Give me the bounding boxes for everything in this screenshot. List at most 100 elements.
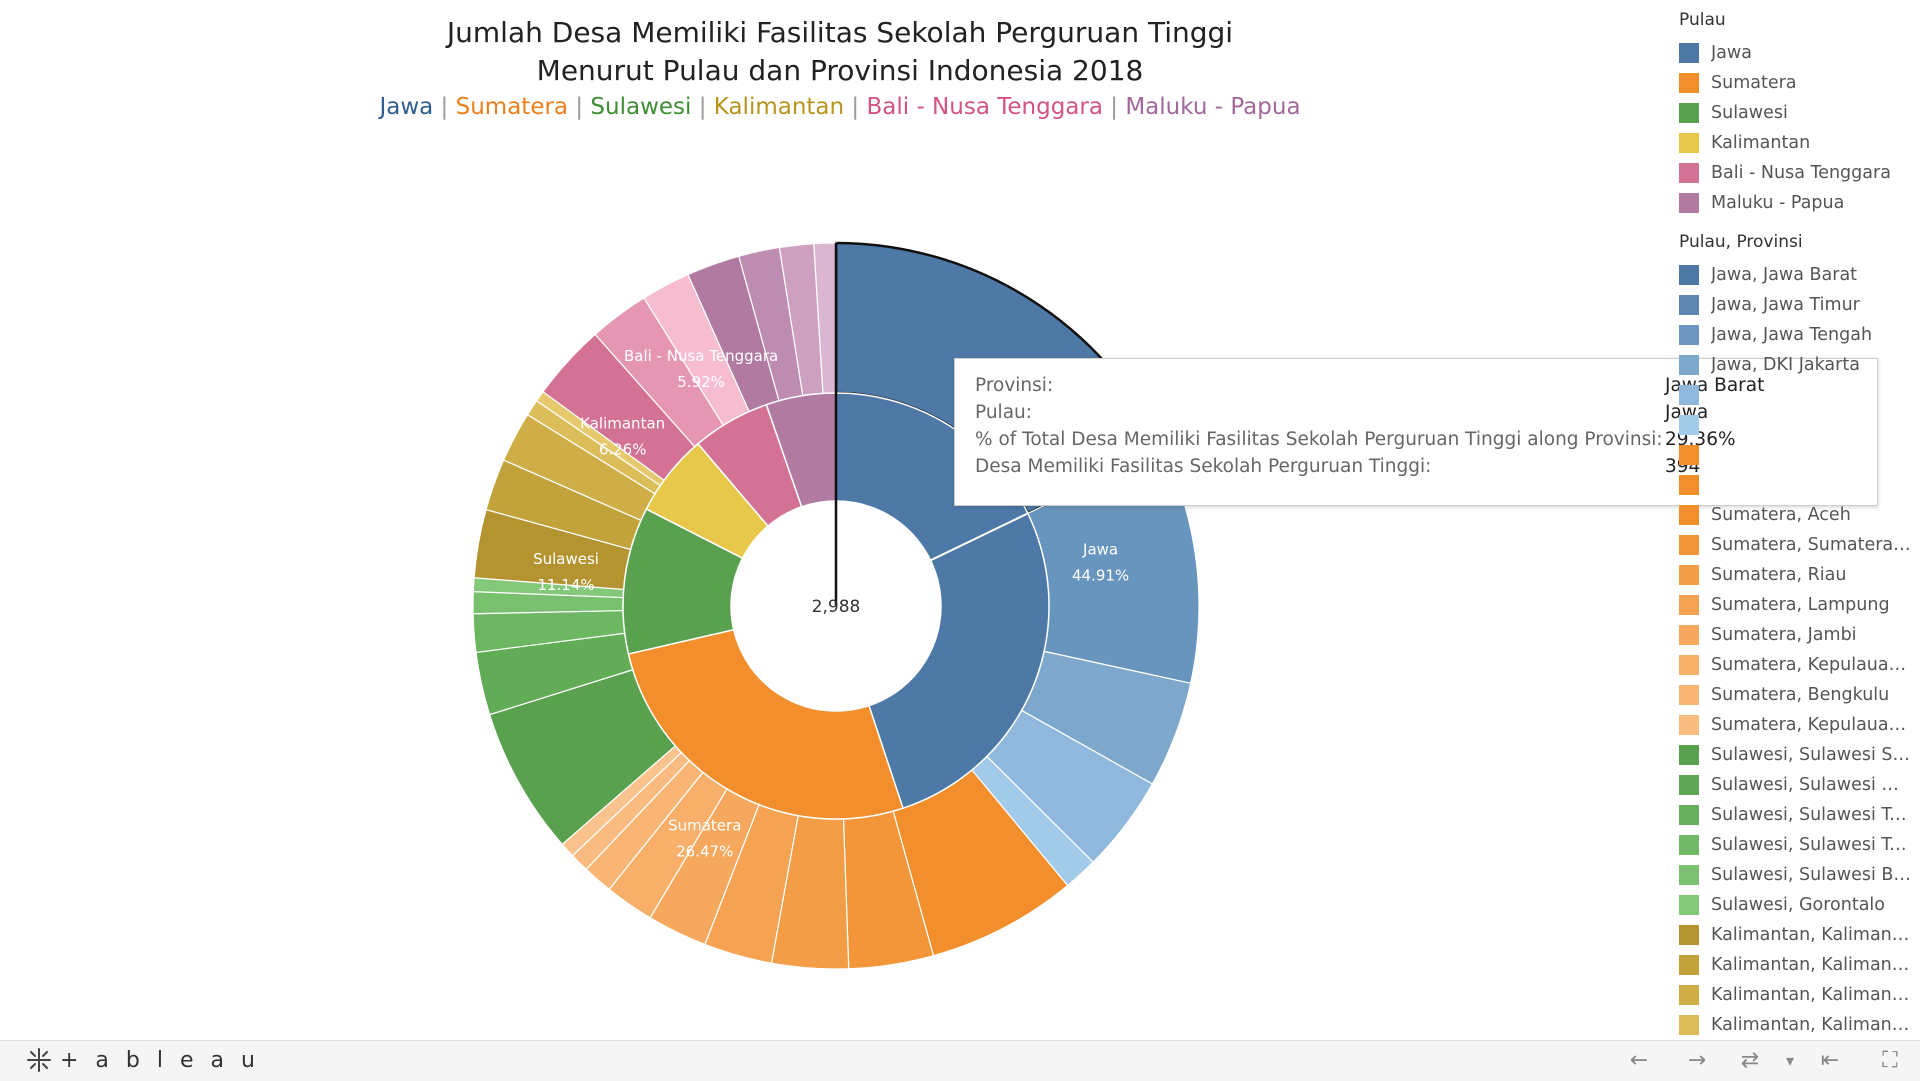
legend-provinsi-item[interactable]: Sumatera, Kepulauan Riau [1670,650,1920,680]
legend-provinsi-item[interactable]: Sumatera, Riau [1670,560,1920,590]
subtitle-separator: | [844,94,867,120]
legend-swatch [1679,895,1699,915]
legend-title-pulau: Pulau [1679,10,1726,30]
undo-icon[interactable]: ← [1629,1048,1649,1073]
legend-provinsi-item[interactable]: Sulawesi, Sulawesi Utara [1670,770,1920,800]
legend-provinsi-item[interactable]: Sumatera, Bengkulu [1670,680,1920,710]
legend-pulau-item[interactable]: Bali - Nusa Tenggara [1670,158,1920,188]
legend-label: Maluku - Papua [1711,193,1845,213]
tableau-logo[interactable]: + a b l e a u [26,1047,260,1073]
subtitle-separator: | [1102,94,1126,120]
legend-provinsi-item[interactable]: Kalimantan, Kalimantan Barat [1670,920,1920,950]
revert-icon[interactable]: ⇄ [1740,1048,1760,1073]
legend-provinsi-item[interactable]: Sumatera, Sumatera Utara [1670,530,1920,560]
legend-provinsi-item[interactable]: Jawa, DKI Jakarta [1670,350,1920,380]
tooltip-row: Pulau: Jawa [975,400,1708,426]
tooltip-key: Pulau: [975,402,1032,423]
fullscreen-icon[interactable]: ⛶ [1882,1048,1898,1073]
tooltip-row: Provinsi: Jawa Barat [975,373,1764,399]
legend-swatch [1679,865,1699,885]
subtitle-separator: | [433,94,456,120]
legend-label: Bali - Nusa Tenggara [1711,163,1891,183]
legend-swatch [1679,265,1699,285]
legend-label: Kalimantan, Kalimantan Barat [1711,925,1911,945]
slice-percent-label: 44.91% [1072,566,1129,584]
legend-provinsi-item[interactable]: Sulawesi, Sulawesi Tenggara [1670,830,1920,860]
legend-pulau-item[interactable]: Sumatera [1670,68,1920,98]
legend-provinsi-item[interactable] [1670,410,1920,440]
slice-percent-label: 5.92% [677,373,725,391]
legend-provinsi-item[interactable]: Sulawesi, Sulawesi Selatan [1670,740,1920,770]
legend-swatch [1679,775,1699,795]
legend-title-provinsi: Pulau, Provinsi [1679,232,1803,252]
legend-provinsi-item[interactable]: Kalimantan, Kalimantan Tengah [1670,1010,1920,1040]
legend-label: Sulawesi, Gorontalo [1711,895,1886,915]
tooltip-row: % of Total Desa Memiliki Fasilitas Sekol… [975,427,1736,453]
legend-label: Jawa, DKI Jakarta [1711,355,1860,375]
legend-label: Jawa, Jawa Tengah [1711,325,1873,345]
legend-label: Jawa, Jawa Timur [1711,295,1860,315]
legend-swatch [1679,445,1699,465]
slice-percent-label: 26.47% [676,843,733,861]
legend-provinsi-item[interactable]: Kalimantan, Kalimantan Selatan [1670,980,1920,1010]
legend-provinsi-item[interactable] [1670,440,1920,470]
legend-provinsi-item[interactable]: Jawa, Jawa Timur [1670,290,1920,320]
legend-swatch [1679,103,1699,123]
legend-provinsi-item[interactable]: Jawa, Jawa Barat [1670,260,1920,290]
legend-swatch [1679,685,1699,705]
legend-label: Sumatera, Bengkulu [1711,685,1890,705]
legend-swatch [1679,355,1699,375]
legend-provinsi-item[interactable]: Sulawesi, Sulawesi Tengah [1670,800,1920,830]
subtitle-key-item: Jawa [379,94,434,120]
legend-provinsi-item[interactable] [1670,470,1920,500]
legend-provinsi-item[interactable]: Sumatera, Kepulauan Bangka Belitung [1670,710,1920,740]
reset-icon[interactable]: ⇤ [1820,1048,1840,1073]
legend-provinsi-item[interactable]: Sumatera, Aceh [1670,500,1920,530]
legend-provinsi-item[interactable]: Sulawesi, Gorontalo [1670,890,1920,920]
legend-swatch [1679,415,1699,435]
legend-label: Sumatera, Riau [1711,565,1847,585]
legend-label: Sumatera, Kepulauan Riau [1711,655,1911,675]
legend-provinsi-item[interactable]: Sumatera, Lampung [1670,590,1920,620]
legend-provinsi-item[interactable]: Sumatera, Jambi [1670,620,1920,650]
legend-swatch [1679,295,1699,315]
dropdown-icon[interactable]: ▾ [1785,1051,1795,1070]
legend-pulau-item[interactable]: Sulawesi [1670,98,1920,128]
tooltip-key: Desa Memiliki Fasilitas Sekolah Pergurua… [975,456,1432,477]
legend-pulau-item[interactable]: Kalimantan [1670,128,1920,158]
legend-swatch [1679,193,1699,213]
legend-pulau-item[interactable]: Jawa [1670,38,1920,68]
legend-swatch [1679,505,1699,525]
tooltip-key: % of Total Desa Memiliki Fasilitas Sekol… [975,429,1663,450]
total-label: 2,988 [812,597,861,617]
redo-icon[interactable]: → [1687,1048,1707,1073]
legend-label: Sulawesi, Sulawesi Utara [1711,775,1911,795]
sunburst-chart[interactable]: Jawa 44.91% Sumatera 26.47% Sulawesi 11.14% Ka… [0,0,1660,1040]
legend-provinsi-item[interactable]: Jawa, Jawa Tengah [1670,320,1920,350]
legend-swatch [1679,133,1699,153]
legend-provinsi-item[interactable]: Kalimantan, Kalimantan Timur [1670,950,1920,980]
tooltip-row: Desa Memiliki Fasilitas Sekolah Pergurua… [975,454,1700,480]
legend-label: Jawa [1711,43,1752,63]
legend-swatch [1679,715,1699,735]
legend-pulau-item[interactable]: Maluku - Papua [1670,188,1920,218]
legend-provinsi-list[interactable]: Jawa, Jawa Barat Jawa, Jawa Timur Jawa, Ja… [1670,260,1920,1040]
legend-label: Sumatera, Aceh [1711,505,1851,525]
subtitle-key-item: Kalimantan [713,94,845,120]
legend-label: Kalimantan, Kalimantan Timur [1711,955,1911,975]
legend-swatch [1679,655,1699,675]
legend-pulau-list[interactable]: Jawa Sumatera Sulawesi Kalimantan Bali - Nus… [1670,38,1920,218]
legend-provinsi-item[interactable]: Sulawesi, Sulawesi Barat [1670,860,1920,890]
legend-label: Sulawesi, Sulawesi Tenggara [1711,835,1911,855]
legend-label: Kalimantan, Kalimantan Selatan [1711,985,1911,1005]
legend-label: Sumatera [1711,73,1797,93]
slice-label: Jawa [1082,540,1118,558]
tableau-wordmark: + a b l e a u [60,1047,260,1073]
legend-swatch [1679,625,1699,645]
legend-label: Sulawesi, Sulawesi Selatan [1711,745,1911,765]
legend-swatch [1679,1015,1699,1035]
legend-swatch [1679,745,1699,765]
legend-provinsi-item[interactable] [1670,380,1920,410]
legend-swatch [1679,925,1699,945]
legend-panel[interactable]: Pulau Jawa Sumatera Sulawesi Kalimantan Bali… [1670,0,1920,1040]
